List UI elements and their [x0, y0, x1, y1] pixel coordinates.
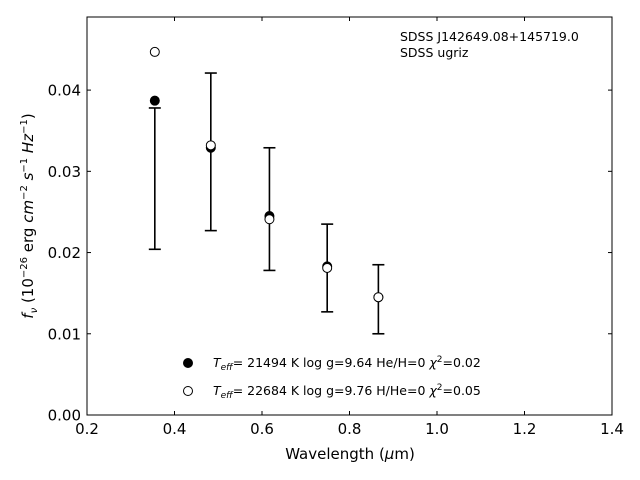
y-label-exp1: −26	[19, 257, 30, 278]
legend-marker-filled	[183, 358, 193, 368]
x-tick-label: 1.4	[600, 420, 624, 438]
x-tick-label: 0.6	[250, 420, 274, 438]
legend-2-teff: T	[213, 383, 222, 398]
data-point-open	[373, 292, 384, 303]
y-label-nu: ν	[29, 307, 40, 313]
x-axis-label-prefix: Wavelength (	[285, 445, 385, 463]
data-point-open	[149, 46, 160, 57]
legend-1-chi-exp: 2	[437, 355, 443, 365]
y-tick-label: 0.02	[48, 244, 81, 262]
legend-2-rest: = 22684 K log g=9.76 H/He=0	[233, 383, 430, 398]
legend-entry-1: Teff= 21494 K log g=9.64 He/H=0 χ2=0.02	[213, 355, 481, 373]
x-axis-label-suffix: m)	[394, 445, 414, 463]
object-name-annotation: SDSS J142649.08+145719.0	[400, 29, 579, 44]
legend-1-eff: eff	[221, 363, 235, 373]
data-point-open	[264, 214, 275, 225]
axis-ticks: 0.2 0.4 0.6 0.8 1.0 1.2 1.4 0.00 0.01 0.02 0.03 0.0…	[48, 17, 624, 438]
error-bars	[148, 72, 385, 335]
legend-1-rest: = 21494 K log g=9.64 He/H=0	[233, 355, 430, 370]
x-tick-label: 1.2	[513, 420, 537, 438]
x-axis-label: Wavelength (μm)	[285, 445, 415, 463]
y-label-cm: cm	[19, 200, 37, 223]
legend-2-chi-exp: 2	[437, 383, 443, 393]
legend-2-chi-value: =0.05	[443, 383, 481, 398]
y-label-erg: erg	[19, 223, 37, 257]
legend-1-chi-value: =0.02	[443, 355, 481, 370]
legend-1-chi: χ	[428, 355, 437, 370]
legend: Teff= 21494 K log g=9.64 He/H=0 χ2=0.02 …	[183, 355, 481, 401]
legend-2-chi: χ	[428, 383, 437, 398]
legend-1-teff: T	[213, 355, 222, 370]
photometry-annotation: SDSS ugriz	[400, 45, 469, 60]
x-tick-label: 1.0	[425, 420, 449, 438]
y-label-open: (10	[19, 278, 37, 308]
y-label-exp4: −1	[19, 119, 30, 134]
y-tick-label: 0.00	[48, 407, 81, 425]
legend-2-eff: eff	[221, 391, 235, 401]
y-label-hz: Hz	[19, 133, 37, 158]
data-point-open	[322, 262, 333, 273]
y-tick-label: 0.01	[48, 325, 81, 343]
y-tick-label: 0.03	[48, 163, 81, 181]
legend-entry-2: Teff= 22684 K log g=9.76 H/He=0 χ2=0.05	[213, 383, 481, 401]
y-tick-label: 0.04	[48, 82, 81, 100]
y-label-exp3: −1	[19, 158, 30, 173]
x-tick-label: 0.2	[75, 420, 99, 438]
y-label-exp2: −2	[19, 185, 30, 200]
x-tick-label: 0.4	[163, 420, 187, 438]
data-points	[149, 46, 384, 303]
y-axis-label: fν (10−26 erg cm−2 s−1 Hz−1)	[19, 113, 40, 318]
y-label-s: s	[19, 172, 37, 185]
data-point-open	[205, 140, 216, 151]
y-label-close: )	[19, 113, 37, 119]
x-axis-label-mu: μ	[384, 445, 395, 463]
legend-marker-open	[183, 386, 193, 396]
x-tick-label: 0.8	[338, 420, 362, 438]
y-label-f: f	[19, 311, 37, 319]
data-point-filled	[149, 95, 160, 106]
